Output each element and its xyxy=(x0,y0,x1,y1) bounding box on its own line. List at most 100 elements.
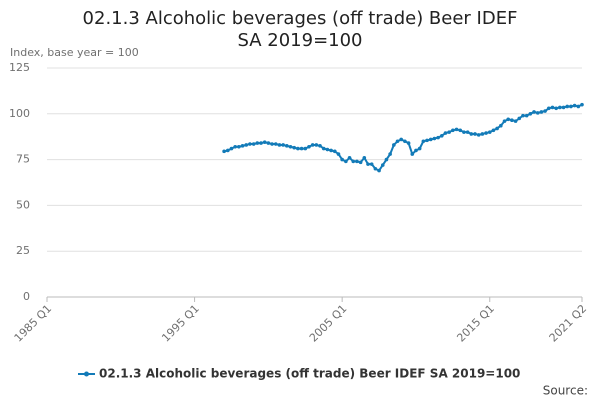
point xyxy=(255,141,260,145)
x-tick-label: 2021 Q2 xyxy=(547,302,590,345)
point xyxy=(521,113,525,118)
point xyxy=(487,130,492,134)
point xyxy=(373,166,378,171)
point xyxy=(388,152,392,156)
y-tick-label: 50 xyxy=(16,198,30,211)
point xyxy=(517,116,522,121)
point xyxy=(403,139,407,144)
point xyxy=(340,157,344,162)
point xyxy=(451,128,455,133)
point xyxy=(369,162,374,166)
point xyxy=(392,143,396,147)
point xyxy=(458,128,463,133)
point xyxy=(535,111,540,115)
point xyxy=(554,106,558,111)
point xyxy=(292,145,297,150)
point xyxy=(539,110,544,114)
point xyxy=(510,118,514,123)
point xyxy=(332,149,337,154)
point xyxy=(580,102,584,107)
point xyxy=(406,141,411,145)
point xyxy=(513,119,518,123)
point xyxy=(240,144,245,148)
point xyxy=(476,133,481,137)
point xyxy=(384,157,389,162)
point xyxy=(506,117,511,122)
x-tick-label: 2005 Q1 xyxy=(307,302,350,345)
point xyxy=(561,105,566,110)
point xyxy=(469,132,474,136)
point xyxy=(266,141,271,145)
point xyxy=(307,144,311,149)
point xyxy=(225,148,230,153)
x-tick-label: 1985 Q1 xyxy=(12,302,55,345)
point xyxy=(259,141,263,145)
y-tick-label: 100 xyxy=(9,107,30,120)
point xyxy=(565,104,570,109)
point xyxy=(417,146,422,151)
point xyxy=(546,106,551,111)
point xyxy=(310,143,315,147)
point xyxy=(447,130,451,134)
point xyxy=(432,136,437,141)
point xyxy=(251,142,256,146)
chart-title: 02.1.3 Alcoholic beverages (off trade) B… xyxy=(82,8,518,51)
point xyxy=(443,131,448,135)
point xyxy=(362,155,367,160)
point xyxy=(296,146,300,151)
point xyxy=(355,159,359,164)
y-tick-label: 0 xyxy=(23,290,30,303)
point xyxy=(321,146,326,151)
point xyxy=(414,148,418,153)
point xyxy=(314,143,319,147)
x-tick-label: 2015 Q1 xyxy=(454,302,497,345)
point xyxy=(237,144,241,149)
point xyxy=(543,109,547,113)
point xyxy=(270,142,274,146)
point xyxy=(421,139,426,144)
point xyxy=(502,119,507,123)
series-line xyxy=(223,103,583,172)
point xyxy=(572,103,577,108)
point xyxy=(244,143,249,147)
point xyxy=(480,132,485,136)
point xyxy=(399,137,404,142)
point xyxy=(410,152,415,156)
point xyxy=(248,142,252,146)
source: Source: xyxy=(543,384,588,398)
point xyxy=(347,155,352,160)
point xyxy=(576,104,581,109)
point xyxy=(380,163,385,167)
point xyxy=(273,142,278,146)
point xyxy=(495,126,499,131)
point xyxy=(303,146,308,151)
point xyxy=(288,144,293,149)
point xyxy=(465,130,470,134)
point xyxy=(299,146,304,151)
point xyxy=(569,104,573,109)
point xyxy=(491,128,496,133)
point xyxy=(462,130,466,134)
point xyxy=(550,105,555,110)
point xyxy=(436,135,440,140)
point xyxy=(439,133,444,138)
point xyxy=(229,146,234,151)
point xyxy=(532,110,536,114)
point xyxy=(528,112,533,116)
point xyxy=(558,105,562,110)
y-axis-label: Index, base year = 100 xyxy=(10,46,139,59)
point xyxy=(277,143,282,147)
point xyxy=(366,162,370,166)
point xyxy=(285,144,289,148)
point xyxy=(428,137,433,142)
point xyxy=(358,160,363,165)
y-tick-label: 75 xyxy=(16,153,30,166)
point xyxy=(473,132,477,136)
y-tick-label: 125 xyxy=(9,61,30,74)
point xyxy=(336,152,341,156)
legend-label: 02.1.3 Alcoholic beverages (off trade) B… xyxy=(99,367,520,381)
y-tick-label: 25 xyxy=(16,244,30,257)
x-tick-label: 1995 Q1 xyxy=(159,302,202,345)
point xyxy=(344,159,348,164)
